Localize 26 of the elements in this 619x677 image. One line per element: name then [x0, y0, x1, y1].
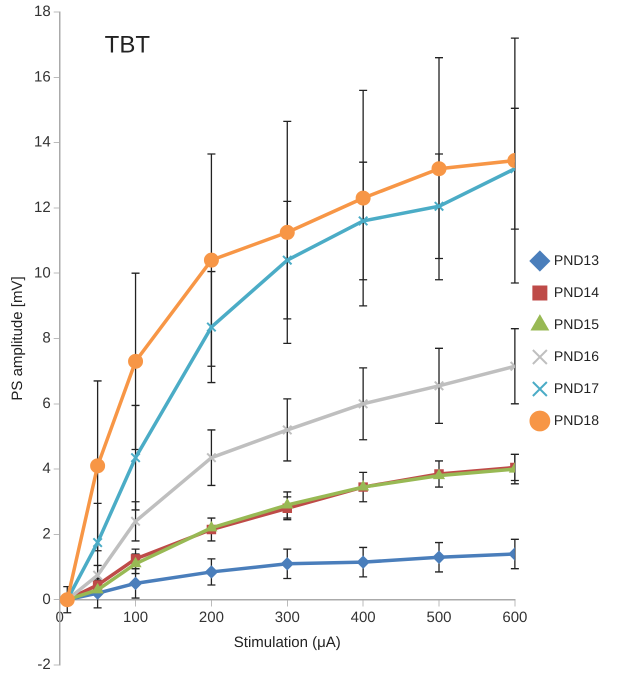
y-tick-label: 14 [34, 134, 51, 151]
y-axis-title: PS amplitude [mV] [9, 276, 26, 401]
legend-label: PND15 [554, 316, 600, 332]
y-tick-label: 10 [34, 264, 51, 282]
y-tick-label: 2 [42, 526, 51, 543]
legend-label: PND13 [554, 252, 600, 268]
x-tick-label: 100 [123, 608, 148, 626]
y-tick-label: -2 [37, 656, 51, 674]
legend-label: PND16 [554, 348, 600, 364]
x-axis-title: Stimulation (μA) [234, 634, 341, 651]
legend-label: PND17 [554, 380, 600, 396]
x-tick-label: 300 [274, 608, 300, 626]
text: TBT [104, 32, 150, 59]
x-tick-label: 200 [198, 608, 224, 626]
x-tick-label: 500 [426, 608, 452, 626]
y-tick-label: 6 [42, 394, 51, 412]
x-tick-label: 600 [502, 608, 528, 626]
legend-label: PND14 [554, 284, 600, 300]
y-tick-label: 16 [34, 68, 51, 86]
y-tick-label: 12 [34, 199, 51, 216]
legend-label: PND18 [554, 412, 600, 428]
x-tick-label: 400 [350, 608, 376, 626]
y-tick-label: 18 [34, 3, 51, 20]
y-tick-label: 4 [42, 460, 51, 478]
y-tick-label: 8 [42, 330, 51, 347]
y-tick-label: 0 [42, 590, 51, 608]
